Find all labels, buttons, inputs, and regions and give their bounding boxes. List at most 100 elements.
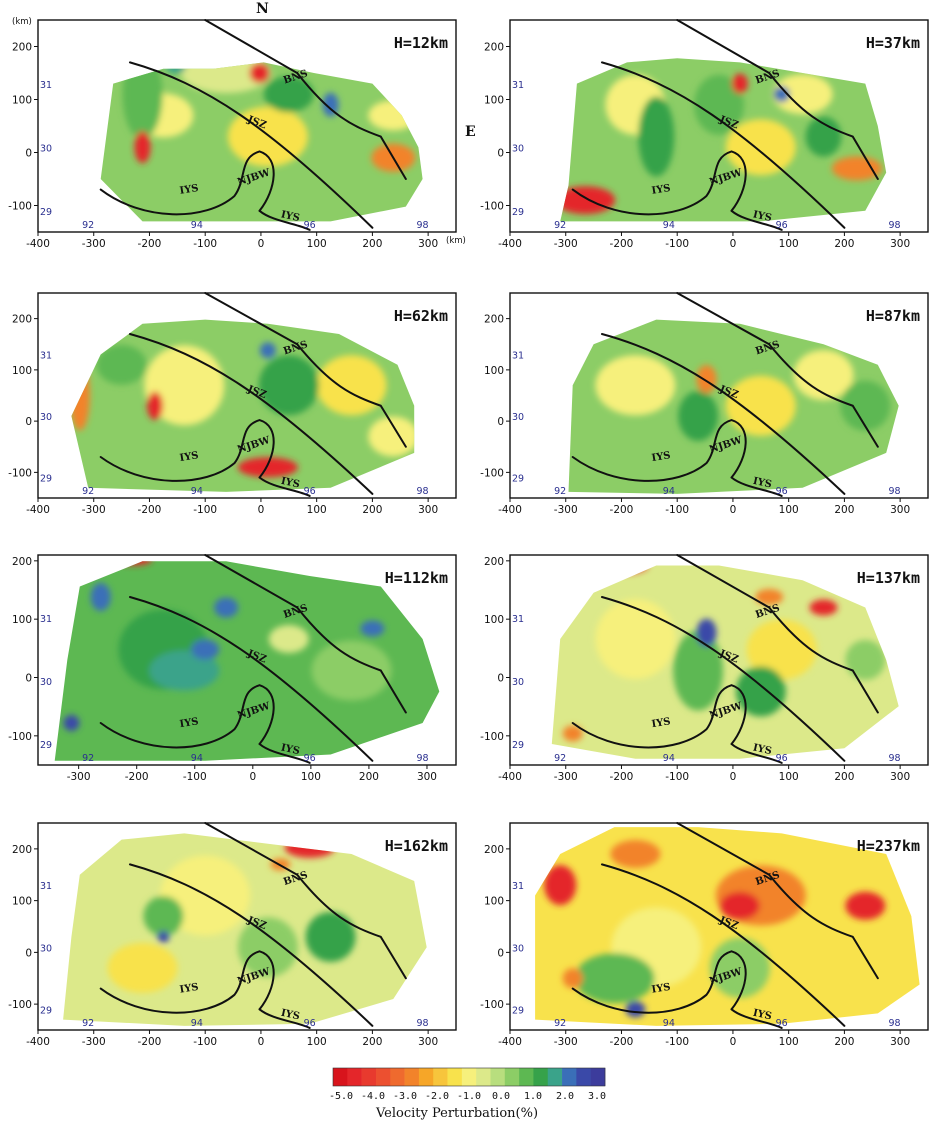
fault-lines xyxy=(99,292,407,497)
x-tick-label: -400 xyxy=(26,504,50,516)
colorbar-swatch xyxy=(347,1068,362,1086)
x-tick-label: -100 xyxy=(665,771,689,783)
fault-label-iys: IYS xyxy=(752,209,773,224)
longitude-label: 94 xyxy=(191,486,203,497)
y-tick-label: 100 xyxy=(12,614,32,626)
x-tick-label: -200 xyxy=(138,1036,162,1048)
panel-frame xyxy=(509,292,929,499)
longitude-label: 98 xyxy=(417,753,429,764)
longitude-label: 92 xyxy=(554,1018,566,1029)
x-tick-label: -300 xyxy=(82,504,106,516)
fault-lines xyxy=(99,554,407,764)
anomaly-blob xyxy=(562,725,583,742)
colorbar-swatch xyxy=(519,1068,534,1086)
y-tick-label: 0 xyxy=(497,416,504,428)
fault-lines xyxy=(99,19,407,231)
x-tick-label: 300 xyxy=(418,504,438,516)
y-tick-label: 200 xyxy=(12,42,32,54)
longitude-label: 92 xyxy=(82,486,94,497)
longitude-label: 96 xyxy=(776,753,788,764)
depth-title: H=37km xyxy=(866,34,920,52)
latitude-label: 29 xyxy=(40,207,52,218)
y-tick-label: 0 xyxy=(25,148,32,160)
y-tick-label: -100 xyxy=(8,201,32,213)
x-tick-label: 100 xyxy=(779,1036,799,1048)
colorbar-tick-label: -3.0 xyxy=(393,1091,417,1102)
colorbar-swatch xyxy=(461,1068,477,1086)
x-tick-label: 100 xyxy=(307,238,327,250)
longitude-label: 96 xyxy=(776,486,788,497)
x-tick-label: -100 xyxy=(193,504,217,516)
colorbar-tick-label: -2.0 xyxy=(425,1091,449,1102)
fault-label-iys: IYS xyxy=(179,183,200,197)
x-tick-label: 300 xyxy=(890,504,910,516)
x-tick-label: 0 xyxy=(258,1036,265,1048)
y-tick-label: 100 xyxy=(484,95,504,107)
fault-lines xyxy=(99,822,407,1029)
anomaly-blob xyxy=(746,619,817,680)
anomaly-blob xyxy=(157,930,170,943)
y-tick-label: 200 xyxy=(12,556,32,568)
x-tick-label: 300 xyxy=(418,1036,438,1048)
anomaly-blob xyxy=(696,365,717,394)
panel-frame xyxy=(509,822,929,1031)
velocity-field xyxy=(568,319,899,494)
anomaly-blob xyxy=(696,618,717,647)
velocity-field xyxy=(100,62,423,222)
fault-lines xyxy=(571,554,879,764)
fault-iys-east xyxy=(258,1008,311,1029)
y-tick-label: 200 xyxy=(12,844,32,856)
x-tick-label: -200 xyxy=(138,238,162,250)
latitude-label: 29 xyxy=(512,1005,524,1016)
fault-jsz xyxy=(128,863,374,1027)
anomaly-blob xyxy=(134,131,151,164)
x-tick-label: -300 xyxy=(554,238,578,250)
y-tick-label: 0 xyxy=(25,947,32,959)
x-tick-label: -200 xyxy=(610,238,634,250)
longitude-label: 94 xyxy=(663,753,675,764)
colorbar-swatch xyxy=(333,1068,348,1086)
anomaly-blob xyxy=(809,599,838,616)
anomaly-blob xyxy=(368,416,415,457)
longitude-label: 96 xyxy=(776,1018,788,1029)
longitude-label: 96 xyxy=(304,1018,316,1029)
y-tick-label: -100 xyxy=(480,201,504,213)
latitude-label: 29 xyxy=(512,474,524,485)
colorbar-swatch xyxy=(375,1068,391,1086)
longitude-label: 92 xyxy=(82,1018,94,1029)
x-tick-label: 300 xyxy=(417,771,437,783)
y-tick-label: -100 xyxy=(480,731,504,743)
anomaly-blob xyxy=(311,640,392,701)
y-tick-label: 200 xyxy=(484,42,504,54)
fault-iys-njbw xyxy=(571,684,747,749)
latitude-label: 30 xyxy=(512,412,524,423)
colorbar-swatch xyxy=(533,1068,549,1086)
x-tick-label: -300 xyxy=(554,771,578,783)
anomaly-blob xyxy=(107,942,178,993)
y-tick-label: -100 xyxy=(480,467,504,479)
x-tick-label: 200 xyxy=(834,504,854,516)
x-tick-label: 100 xyxy=(301,771,321,783)
x-tick-label: 300 xyxy=(418,238,438,250)
colorbar-tick-label: -5.0 xyxy=(329,1091,353,1102)
anomaly-blob xyxy=(96,344,147,385)
colorbar-swatch xyxy=(390,1068,405,1086)
fault-iys-njbw xyxy=(99,419,275,482)
fault-jsz xyxy=(600,61,846,229)
x-tick-label: 0 xyxy=(730,238,737,250)
fault-bns xyxy=(676,554,879,714)
anomaly-blob xyxy=(143,896,184,937)
colorbar-swatch xyxy=(476,1068,491,1086)
y-tick-label: -100 xyxy=(8,731,32,743)
east-label: E xyxy=(465,124,476,140)
panel-frame xyxy=(509,19,929,233)
y-tick-label: 0 xyxy=(25,673,32,685)
km-unit-left: (km) xyxy=(12,17,32,27)
x-tick-label: 100 xyxy=(307,1036,327,1048)
latitude-label: 30 xyxy=(40,412,52,423)
fault-jsz xyxy=(600,596,846,762)
